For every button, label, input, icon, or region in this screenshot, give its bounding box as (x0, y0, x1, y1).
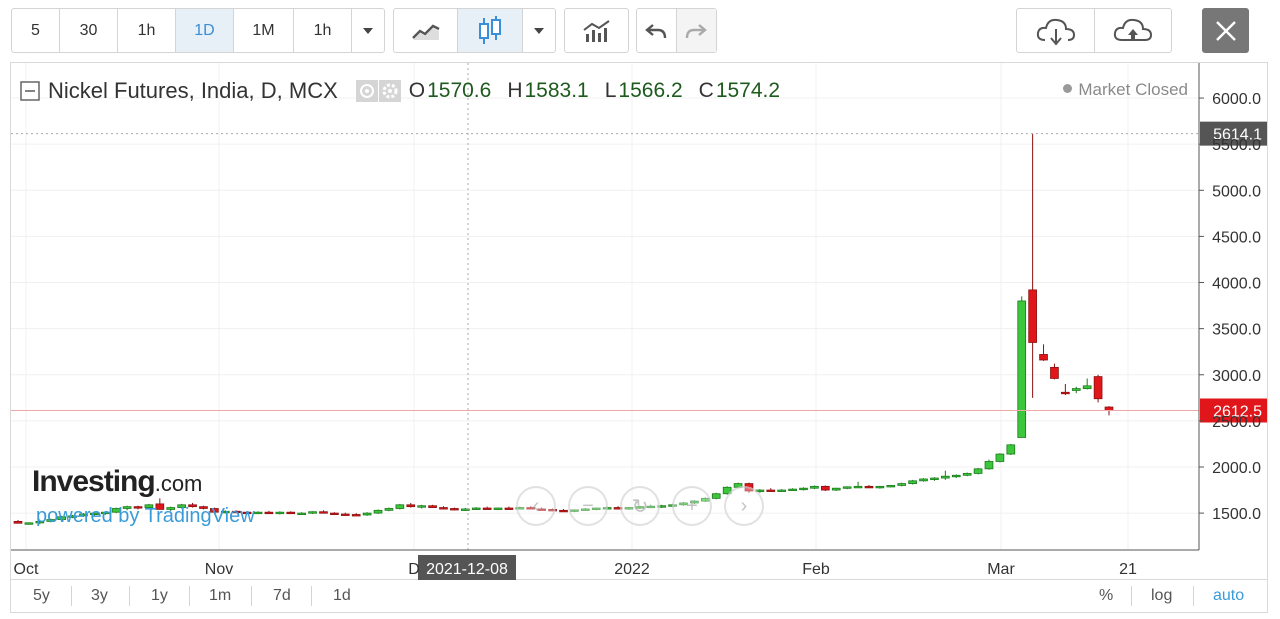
indicators-button[interactable] (565, 9, 628, 52)
market-status: Market Closed (1063, 80, 1188, 100)
indicators-icon (582, 19, 610, 42)
toolbar: 5 30 1h 1D 1M 1h (0, 0, 1280, 62)
indicators-group (564, 8, 629, 53)
open-label: O (408, 79, 426, 102)
visibility-icon[interactable] (355, 80, 378, 102)
save-chart-button[interactable] (1095, 9, 1171, 52)
separator (311, 586, 312, 606)
area-chart-icon (411, 24, 440, 40)
auto-scale-toggle[interactable]: auto (1213, 587, 1245, 604)
percent-scale-toggle[interactable]: % (1099, 587, 1114, 604)
low-label: L (604, 79, 617, 102)
market-status-label: Market Closed (1078, 80, 1188, 99)
collapse-icon[interactable] (20, 81, 40, 101)
range-bar: 5y 3y 1y 1m 7d 1d % log auto (10, 580, 1268, 613)
caret-down-icon (534, 27, 544, 34)
separator (1131, 586, 1132, 606)
reset-chart-button[interactable]: ↻ (620, 486, 660, 526)
close-icon (1215, 20, 1236, 41)
chart-legend: Nickel Futures, India, D, MCX O 1570.6 H… (20, 78, 780, 104)
separator (71, 586, 72, 606)
logo-investing-text: Investing (32, 465, 156, 498)
zoom-in-button[interactable]: + (672, 486, 712, 526)
candlestick-icon (479, 15, 501, 44)
interval-button-1h[interactable]: 1h (118, 9, 176, 52)
range-1d[interactable]: 1d (333, 587, 351, 604)
high-label: H (507, 79, 523, 102)
redo-icon (686, 23, 708, 38)
redo-button[interactable] (676, 9, 716, 52)
chevron-left-icon: ‹ (532, 494, 540, 517)
interval-button-1m[interactable]: 1M (234, 9, 294, 52)
scroll-left-button[interactable]: ‹ (516, 486, 556, 526)
range-7d[interactable]: 7d (273, 587, 291, 604)
close-label: C (698, 79, 714, 102)
interval-button-1h-extra[interactable]: 1h (294, 9, 352, 52)
interval-button-5[interactable]: 5 (12, 9, 60, 52)
caret-down-icon (363, 27, 373, 34)
chart-type-group (393, 8, 556, 53)
separator (129, 586, 130, 606)
interval-dropdown[interactable] (352, 9, 384, 52)
load-chart-button[interactable] (1017, 9, 1095, 52)
close-group (1202, 8, 1249, 53)
log-scale-toggle[interactable]: log (1151, 587, 1173, 604)
interval-button-30[interactable]: 30 (60, 9, 118, 52)
undo-icon (645, 23, 667, 38)
cloud-upload-icon (1113, 18, 1153, 41)
range-3y[interactable]: 3y (91, 587, 108, 604)
symbol-title: Nickel Futures, India, D, MCX (48, 78, 338, 103)
chart-frame (10, 62, 1268, 580)
line-chart-button[interactable] (394, 9, 458, 52)
reset-icon: ↻ (631, 495, 649, 518)
cloud-group (1016, 8, 1172, 53)
status-dot-icon (1063, 84, 1073, 94)
range-5y[interactable]: 5y (33, 587, 50, 604)
cloud-download-icon (1036, 18, 1075, 46)
separator (189, 586, 190, 606)
separator (251, 586, 252, 606)
separator (1193, 586, 1194, 606)
chart-type-dropdown[interactable] (523, 9, 555, 52)
undo-button[interactable] (637, 9, 677, 52)
candlestick-button[interactable] (458, 9, 523, 52)
minus-icon: − (582, 494, 594, 517)
interval-group: 5 30 1h 1D 1M 1h (11, 8, 385, 53)
high-value: 1583.1 (524, 79, 589, 102)
investing-logo: Investing.com (32, 465, 202, 499)
plus-icon: + (686, 494, 698, 517)
close-value: 1574.2 (715, 79, 781, 102)
range-1y[interactable]: 1y (151, 587, 168, 604)
chevron-right-icon: › (740, 494, 748, 517)
low-value: 1566.2 (618, 79, 683, 102)
scroll-right-button[interactable]: › (724, 486, 764, 526)
zoom-out-button[interactable]: − (568, 486, 608, 526)
range-1m[interactable]: 1m (209, 587, 232, 604)
powered-by-link[interactable]: powered by TradingView (36, 505, 255, 527)
close-button[interactable] (1203, 9, 1248, 52)
settings-gear-icon[interactable] (378, 80, 401, 102)
undo-redo-group (636, 8, 717, 53)
logo-com-text: .com (154, 471, 203, 496)
interval-button-1d[interactable]: 1D (176, 9, 234, 52)
open-value: 1570.6 (427, 79, 492, 102)
